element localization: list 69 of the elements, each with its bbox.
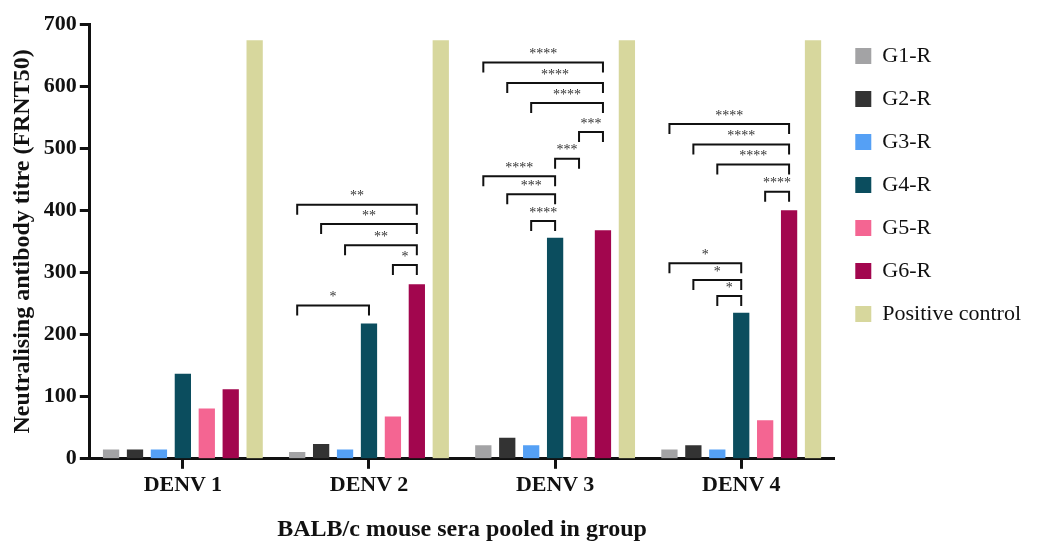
annotation: ****: [763, 175, 792, 191]
annotation: ****: [739, 148, 768, 164]
bar: [150, 449, 168, 459]
bar: [733, 312, 750, 459]
bar: [780, 210, 798, 459]
legend-label: G1-R: [882, 41, 932, 67]
annotation: *: [725, 279, 733, 295]
legend-label: G4-R: [882, 170, 932, 196]
legend-label: G3-R: [882, 127, 932, 153]
bar: [685, 445, 702, 459]
annotation: ****: [553, 86, 582, 102]
bar: [804, 40, 822, 459]
annotation: *: [713, 263, 721, 279]
annotation: ***: [520, 177, 542, 193]
legend-label: G5-R: [882, 213, 932, 239]
bar: [618, 40, 636, 459]
legend-label: Positive control: [882, 299, 1021, 325]
annotation: ****: [715, 107, 744, 123]
bar: [594, 230, 612, 459]
y-tick-label: 700: [43, 9, 77, 35]
bar: [408, 284, 425, 459]
y-axis-title: Neutralising antibody titre (FRNT50): [7, 49, 34, 434]
annotation: ****: [541, 66, 570, 82]
bar: [102, 449, 120, 459]
legend-label: G6-R: [882, 256, 932, 282]
annotation: ****: [529, 204, 558, 220]
y-tick-label: 300: [43, 258, 77, 284]
bar: [246, 40, 263, 459]
annotation: **: [361, 207, 376, 223]
bar: [312, 443, 330, 459]
x-axis-title: BALB/c mouse sera pooled in group: [277, 514, 647, 541]
bar: [523, 445, 540, 459]
annotation: ****: [505, 159, 534, 175]
y-tick-label: 0: [65, 444, 77, 470]
y-tick-label: 200: [43, 320, 77, 346]
bar: [709, 449, 726, 459]
bar: [384, 416, 402, 459]
bar: [546, 237, 564, 459]
bar: [336, 449, 354, 459]
bar: [360, 323, 378, 459]
annotation: *: [401, 248, 409, 264]
bar: [126, 449, 144, 459]
bar: [198, 408, 215, 459]
bar: [499, 437, 516, 459]
annotation: ****: [529, 46, 558, 62]
annotation: ***: [556, 142, 578, 158]
bar: [570, 416, 588, 459]
annotation: *: [329, 289, 337, 305]
bar: [289, 451, 306, 459]
bar: [174, 373, 191, 459]
y-tick-label: 100: [43, 382, 77, 408]
bar: [475, 445, 492, 459]
y-tick-label: 600: [43, 71, 77, 97]
annotation: **: [350, 188, 365, 204]
bar: [222, 389, 239, 459]
bar: [757, 420, 774, 459]
annotation: ****: [727, 128, 756, 144]
annotation: ***: [580, 115, 602, 131]
x-tick-label: DENV 2: [329, 470, 409, 496]
x-tick-label: DENV 3: [515, 470, 595, 496]
bar: [432, 40, 449, 459]
annotation: **: [373, 228, 388, 244]
x-tick-label: DENV 1: [143, 470, 223, 496]
annotation: *: [701, 246, 709, 262]
x-tick-label: DENV 4: [702, 470, 781, 496]
legend-label: G2-R: [882, 84, 932, 110]
bar: [661, 449, 678, 459]
y-tick-label: 500: [43, 133, 77, 159]
y-tick-label: 400: [43, 196, 77, 222]
